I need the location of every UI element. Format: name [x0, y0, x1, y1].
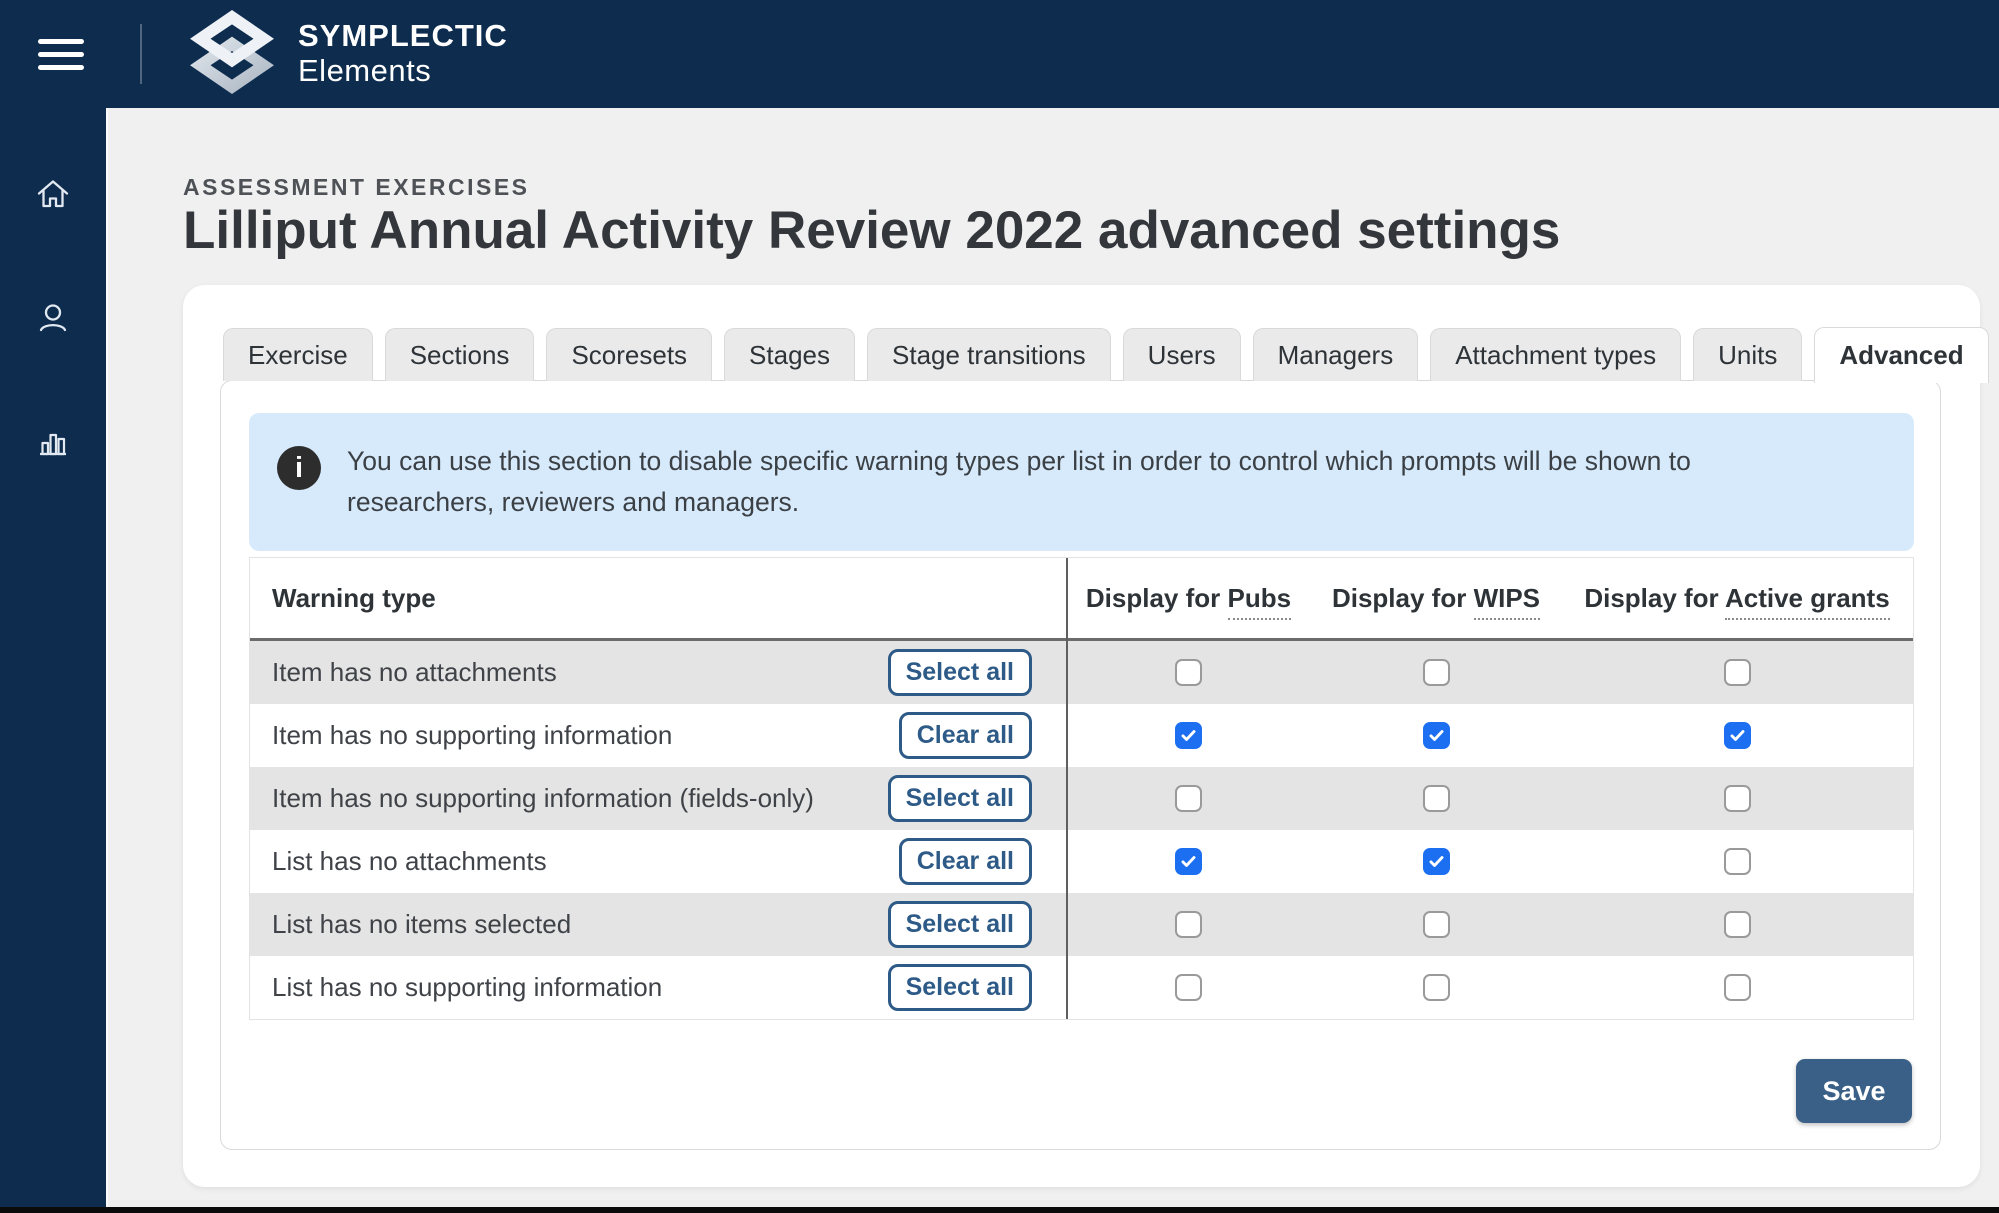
display-checkbox-active-grants[interactable] — [1723, 659, 1751, 686]
warning-type-label: Item has no supporting information — [272, 720, 673, 750]
warning-type-label: Item has no supporting information (fiel… — [272, 783, 814, 813]
tab-users[interactable]: Users — [1122, 328, 1241, 381]
checkbox-cell — [1066, 974, 1311, 1001]
display-checkbox-active-grants[interactable] — [1723, 911, 1751, 938]
warning-type-header: Warning type — [272, 582, 436, 613]
tab-exercise[interactable]: Exercise — [223, 328, 373, 381]
home-icon[interactable] — [33, 174, 73, 214]
checkbox-cell — [1561, 785, 1913, 812]
table-column-divider — [1066, 558, 1068, 1019]
display-for-wips-header: Display for WIPS — [1311, 582, 1561, 620]
checkbox-cell — [1066, 848, 1311, 875]
column-term-tooltip[interactable]: Active grants — [1724, 582, 1890, 620]
warning-type-label: List has no supporting information — [272, 972, 663, 1002]
checkbox-cell — [1311, 911, 1561, 938]
advanced-settings-panel: i You can use this section to disable sp… — [220, 380, 1941, 1150]
brand-line-2: Elements — [298, 53, 432, 88]
topbar-divider — [140, 24, 142, 84]
display-checkbox-pubs[interactable] — [1175, 974, 1202, 1001]
warning-type-label: List has no attachments — [272, 846, 547, 876]
tab-scoresets[interactable]: Scoresets — [546, 328, 713, 381]
table-header-row: Warning type Display for Pubs Display for… — [250, 558, 1913, 641]
settings-card: Exercise Sections Scoresets Stages Stage tra… — [183, 285, 1989, 1187]
checkbox-cell — [1311, 974, 1561, 1001]
bar-chart-icon[interactable] — [33, 422, 73, 462]
main-content: ASSESSMENT EXERCISES Lilliput Annual Act… — [106, 108, 1999, 1207]
save-button[interactable]: Save — [1796, 1059, 1912, 1123]
table-row: Item has no attachments Select all — [250, 641, 1913, 704]
checkbox-cell — [1561, 722, 1913, 749]
display-checkbox-pubs[interactable] — [1175, 911, 1202, 938]
table-row: List has no attachments Clear all — [250, 830, 1913, 893]
display-checkbox-active-grants[interactable] — [1723, 785, 1751, 812]
checkbox-cell — [1311, 722, 1561, 749]
brand-line-1: SYMPLECTIC — [298, 18, 508, 54]
column-term-tooltip[interactable]: WIPS — [1473, 582, 1541, 620]
brand-wordmark: SYMPLECTIC Elements — [298, 19, 508, 88]
display-checkbox-pubs[interactable] — [1175, 848, 1202, 875]
display-checkbox-wips[interactable] — [1422, 659, 1450, 686]
top-navigation-bar: SYMPLECTIC Elements — [0, 0, 1999, 108]
screen-bottom-edge — [0, 1207, 1999, 1213]
table-body: Item has no attachments Select all Item … — [250, 641, 1913, 1019]
display-checkbox-wips[interactable] — [1422, 911, 1450, 938]
checkbox-cell — [1066, 785, 1311, 812]
select-all-button[interactable]: Select all — [887, 964, 1032, 1011]
select-all-button[interactable]: Select all — [887, 649, 1032, 696]
checkbox-cell — [1311, 659, 1561, 686]
select-all-button[interactable]: Select all — [887, 775, 1032, 822]
info-banner-text: You can use this section to disable spec… — [347, 446, 1691, 518]
checkbox-cell — [1561, 974, 1913, 1001]
tab-attachment-types[interactable]: Attachment types — [1430, 328, 1682, 381]
warning-type-label: Item has no attachments — [272, 657, 557, 687]
hamburger-menu-icon[interactable] — [38, 31, 84, 78]
display-checkbox-wips[interactable] — [1422, 974, 1450, 1001]
checkbox-cell — [1066, 722, 1311, 749]
checkbox-cell — [1561, 848, 1913, 875]
tab-stages[interactable]: Stages — [724, 328, 855, 381]
user-icon[interactable] — [33, 298, 73, 338]
table-row: List has no items selected Select all — [250, 893, 1913, 956]
breadcrumb: ASSESSMENT EXERCISES — [183, 174, 530, 200]
column-term-tooltip[interactable]: Pubs — [1227, 582, 1292, 620]
left-sidebar — [0, 108, 106, 1207]
tab-bar: Exercise Sections Scoresets Stages Stage tra… — [223, 327, 1989, 383]
tab-stage-transitions[interactable]: Stage transitions — [867, 328, 1111, 381]
info-icon: i — [277, 446, 321, 490]
checkbox-cell — [1311, 848, 1561, 875]
display-checkbox-pubs[interactable] — [1175, 722, 1202, 749]
display-checkbox-wips[interactable] — [1422, 722, 1450, 749]
tab-units[interactable]: Units — [1693, 328, 1803, 381]
warning-types-table: Warning type Display for Pubs Display for… — [249, 557, 1914, 1020]
tab-advanced[interactable]: Advanced — [1814, 327, 1989, 383]
tab-sections[interactable]: Sections — [384, 328, 535, 381]
warning-type-label: List has no items selected — [272, 909, 572, 939]
checkbox-cell — [1066, 659, 1311, 686]
display-for-pubs-header: Display for Pubs — [1066, 582, 1311, 620]
page-title: Lilliput Annual Activity Review 2022 adv… — [183, 201, 1561, 260]
display-checkbox-wips[interactable] — [1422, 785, 1450, 812]
display-checkbox-active-grants[interactable] — [1723, 722, 1751, 749]
display-checkbox-pubs[interactable] — [1175, 785, 1202, 812]
checkbox-cell — [1066, 911, 1311, 938]
checkbox-cell — [1311, 785, 1561, 812]
checkbox-cell — [1561, 659, 1913, 686]
clear-all-button[interactable]: Clear all — [898, 838, 1032, 885]
table-row: Item has no supporting information (fiel… — [250, 767, 1913, 830]
info-banner: i You can use this section to disable sp… — [249, 413, 1914, 552]
display-for-active-grants-header: Display for Active grants — [1561, 582, 1913, 620]
symplectic-logo-icon[interactable] — [188, 8, 276, 101]
display-checkbox-active-grants[interactable] — [1723, 848, 1751, 875]
display-checkbox-wips[interactable] — [1422, 848, 1450, 875]
tab-managers[interactable]: Managers — [1252, 328, 1419, 381]
clear-all-button[interactable]: Clear all — [898, 712, 1032, 759]
checkbox-cell — [1561, 911, 1913, 938]
table-row: Item has no supporting information Clear… — [250, 704, 1913, 767]
display-checkbox-pubs[interactable] — [1175, 659, 1202, 686]
display-checkbox-active-grants[interactable] — [1723, 974, 1751, 1001]
table-row: List has no supporting information Selec… — [250, 956, 1913, 1019]
select-all-button[interactable]: Select all — [887, 901, 1032, 948]
